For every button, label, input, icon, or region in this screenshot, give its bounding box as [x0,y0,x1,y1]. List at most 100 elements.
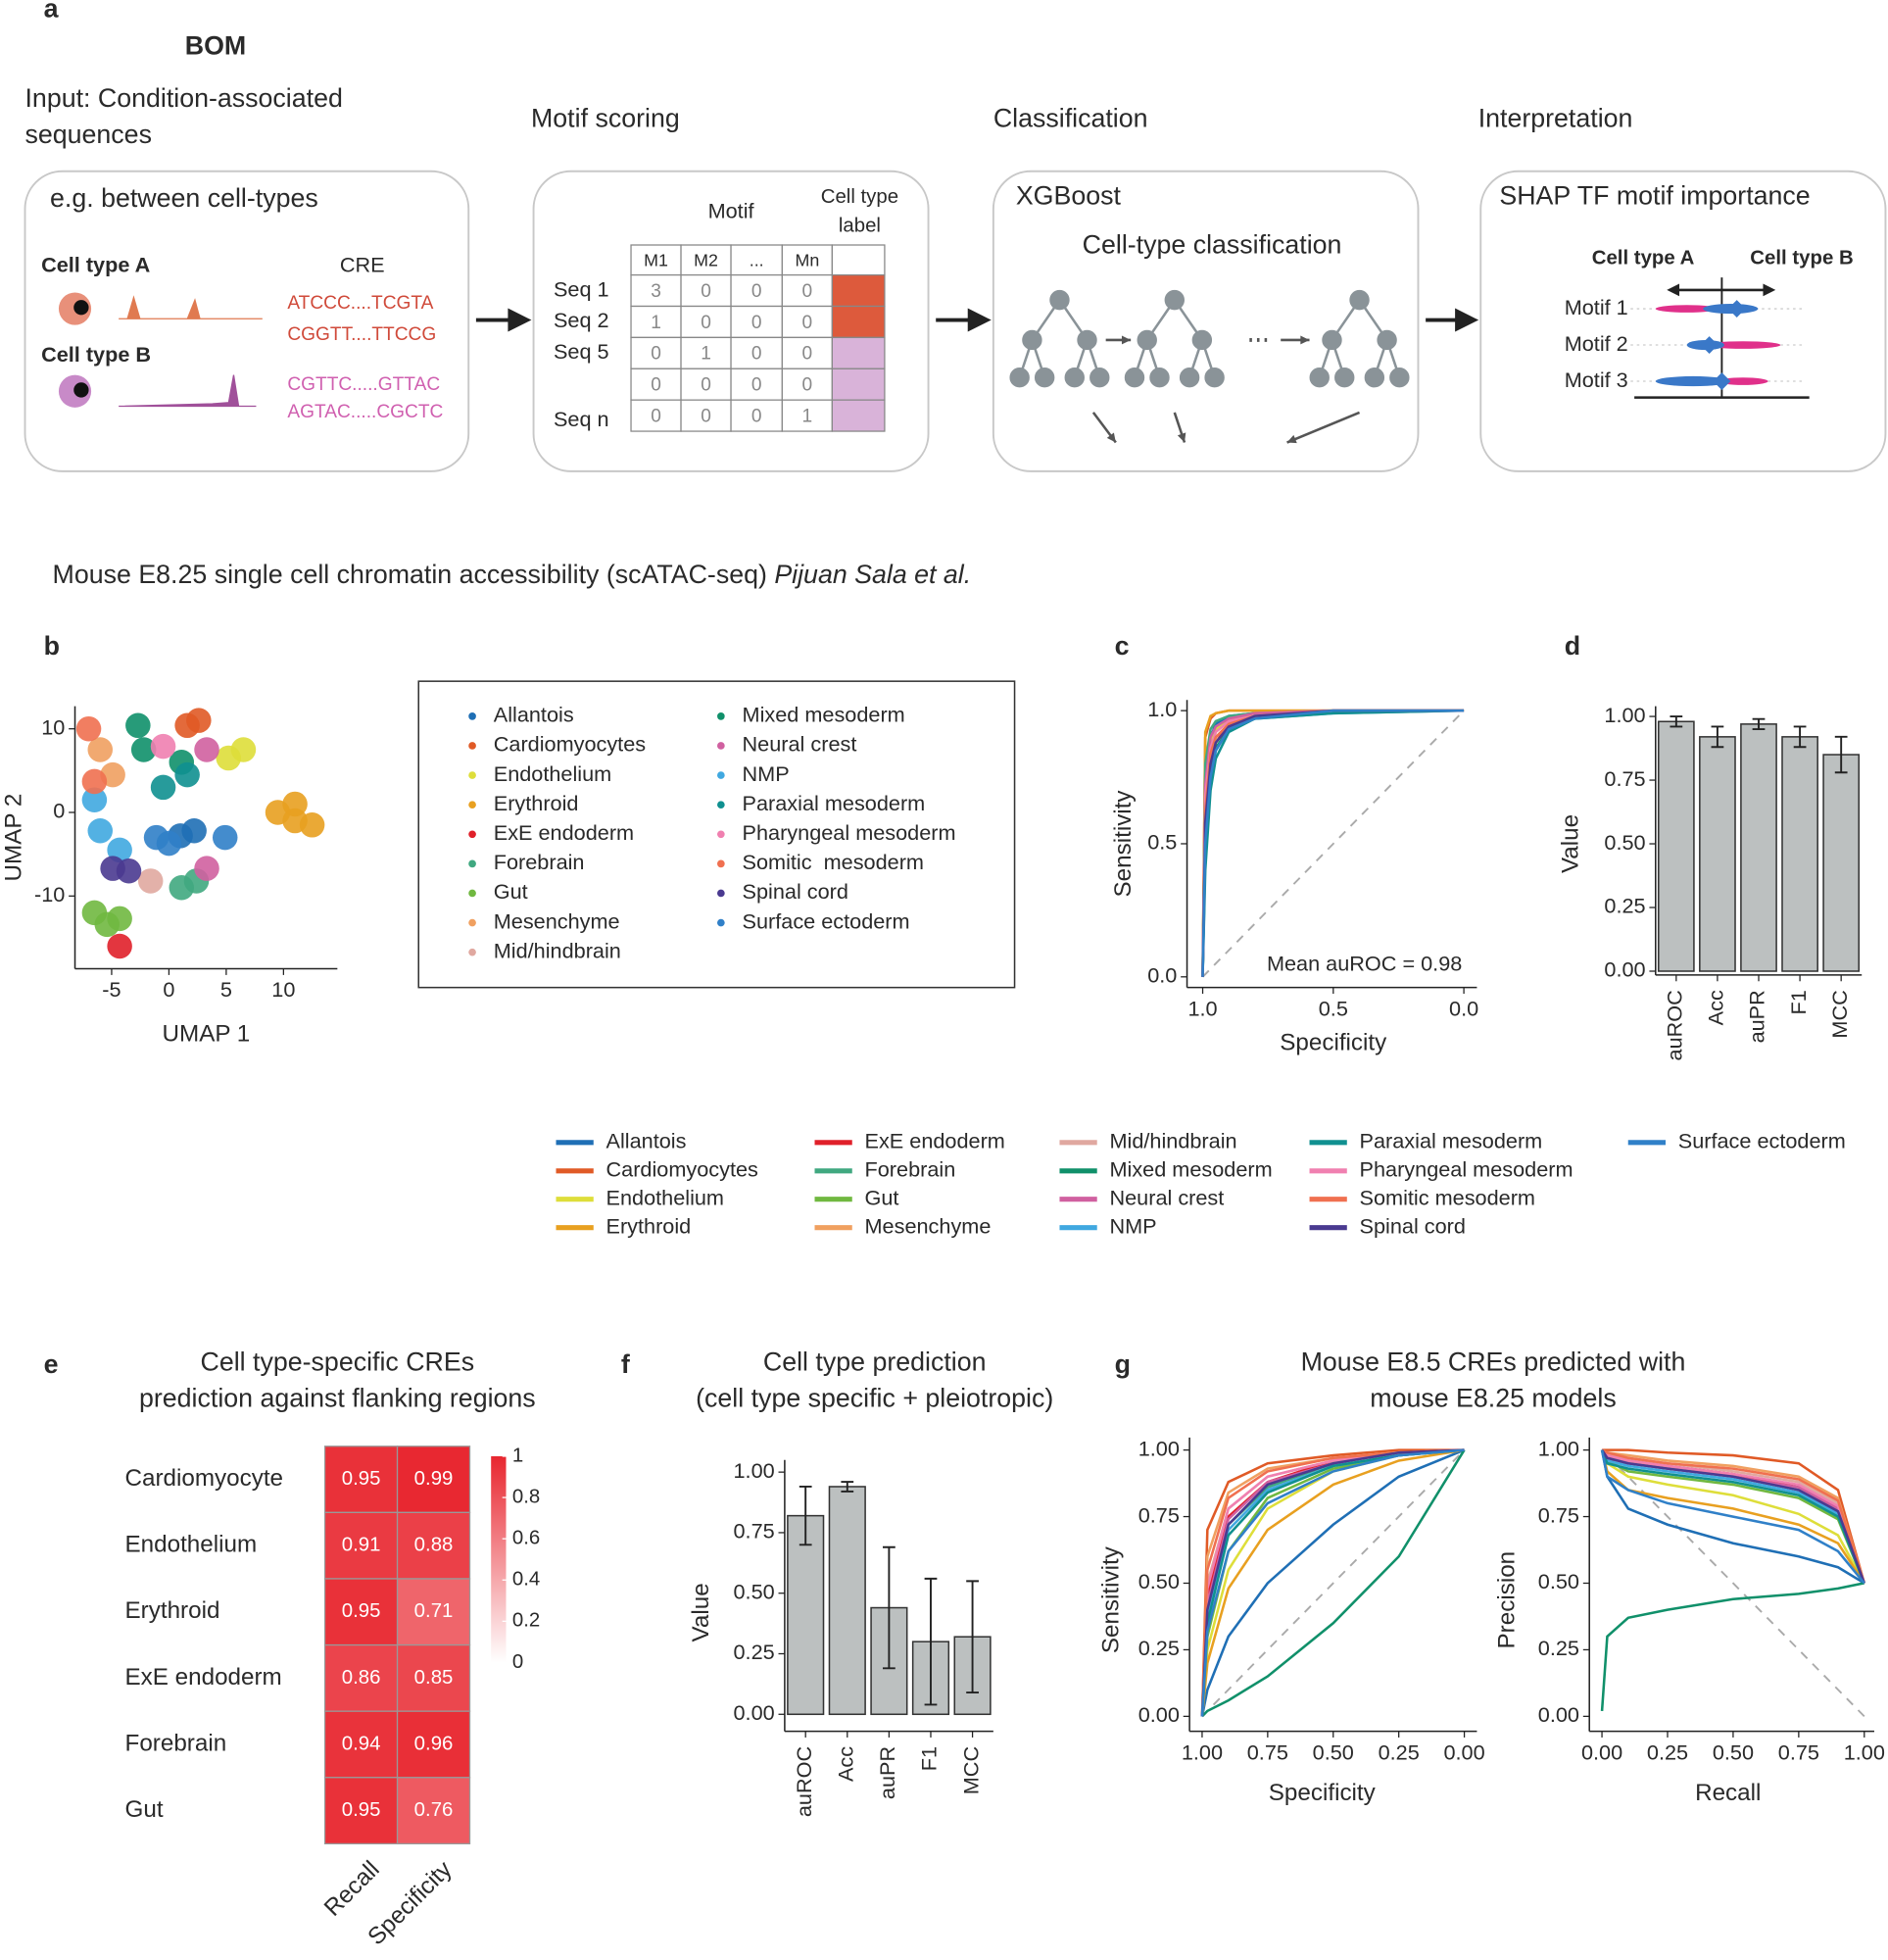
legend-marker [468,859,476,868]
curve [1600,1582,1865,1712]
x-axis-label: Specificity [1269,1780,1377,1806]
legend-marker [468,889,476,898]
colorbar [491,1455,507,1663]
legend-label: Allantois [606,1129,687,1153]
cell-icon [73,300,89,316]
direction-label: Cell type B [1750,247,1853,269]
tree-node [1204,368,1225,388]
cell-label: 0.76 [414,1799,454,1821]
column-header: Motif [708,199,755,223]
error-bar [924,1577,938,1706]
step-heading: Classification [993,104,1148,133]
tree-node [1009,368,1030,388]
matrix-cell [781,336,833,369]
x-tick-label: -5 [102,977,121,1002]
curve [1600,1449,1865,1585]
x-tick-label: 1.00 [1844,1740,1885,1764]
peak-track [119,295,263,319]
matrix-value: 1 [651,313,661,333]
y-tick-label: 0.5 [1147,830,1177,855]
legend-label: Allantois [494,703,574,727]
x-tick-label: MCC [1827,990,1852,1038]
legend-label: Erythroid [494,791,579,815]
matrix-value: 0 [651,375,661,396]
curve [1201,709,1465,977]
x-tick-label: 0.25 [1379,1740,1420,1764]
panel-label: a [44,0,60,23]
cell-label: 0.86 [342,1667,381,1689]
error-bar [1793,725,1807,749]
cell-label: 0.85 [414,1667,454,1689]
x-tick-label: MCC [958,1746,983,1794]
matrix-value: 0 [802,281,813,302]
sequence: CGGTT....TTCCG [287,324,436,345]
legend-marker [717,918,725,927]
curve [1600,1449,1865,1585]
error-bar [1752,717,1766,731]
arrow-head [1177,432,1186,443]
row-label: Endothelium [125,1532,258,1558]
tree-ensemble [1009,289,1410,444]
error-bar [1711,725,1724,749]
y-tick-label: 0.25 [1138,1636,1180,1660]
point [107,906,132,932]
legend-marker [468,712,476,720]
heat-cell [323,1710,399,1779]
sequence: ATCCC....TCGTA [287,293,433,314]
row-label: Gut [125,1796,164,1823]
legend-marker [717,889,725,898]
x-tick-label: 0.0 [1449,996,1478,1020]
legend-label: ExE endoderm [865,1129,1005,1153]
tree-node [1322,329,1342,351]
shap-plot [1630,277,1810,399]
bar [828,1486,866,1716]
x-tick-label: 5 [220,977,232,1002]
legend-label: Somitic mesoderm [743,850,924,874]
legend-label: Neural crest [1109,1185,1224,1209]
legend-label: NMP [743,761,790,786]
x-axis-label: Specificity [1280,1029,1387,1055]
chart-title: (cell type specific + pleiotropic) [696,1384,1053,1413]
tree-node [1164,289,1185,311]
point [125,712,151,739]
matrix-header-cell [730,244,783,276]
box-subtitle: Cell-type classification [1083,229,1342,259]
matrix-value: 0 [751,281,762,302]
tree-node [1364,368,1385,388]
x-tick-label: Acc [834,1746,858,1782]
arrow [1286,411,1361,444]
heat-cell [323,1578,399,1646]
box-title: XGBoost [1016,181,1122,211]
y-tick-label: 0.75 [1538,1502,1579,1527]
matrix-cell [781,305,833,339]
matrix-value: 0 [751,313,762,333]
chart-title: Cell type prediction [763,1348,987,1377]
label-cell [831,336,886,369]
legend-label: Surface ectoderm [743,908,910,933]
bar [1657,720,1695,972]
cell-label: 0.71 [414,1600,454,1622]
bar [1740,723,1777,972]
legend-label: Endothelium [494,761,611,786]
panel-label: c [1115,631,1130,661]
matrix-value: 0 [701,406,711,426]
point [81,787,108,812]
legend-label: Forebrain [494,850,585,874]
step-box [1479,170,1887,472]
point [282,791,308,817]
motif-matrix: M1 M2... Mn 3 0 0 0 Seq 1 1 0 0 0 Seq 2 0 1 0 0 Seq 5 0 0 0 0… [554,244,886,432]
curve [1200,1448,1465,1717]
colorbar-tick-label: 0.8 [512,1486,540,1507]
bar [1822,754,1861,972]
y-tick-label: 0.0 [1147,963,1177,988]
matrix-value: 0 [751,375,762,396]
row-label: Seq 2 [554,308,609,332]
legend-marker [717,712,725,720]
x-axis-label: UMAP 1 [163,1021,251,1048]
tree-node [1191,329,1213,351]
x-axis-label: Recall [1695,1780,1761,1806]
chart-title: prediction against flanking regions [139,1384,536,1413]
curve [1200,1448,1465,1717]
point [174,761,200,788]
